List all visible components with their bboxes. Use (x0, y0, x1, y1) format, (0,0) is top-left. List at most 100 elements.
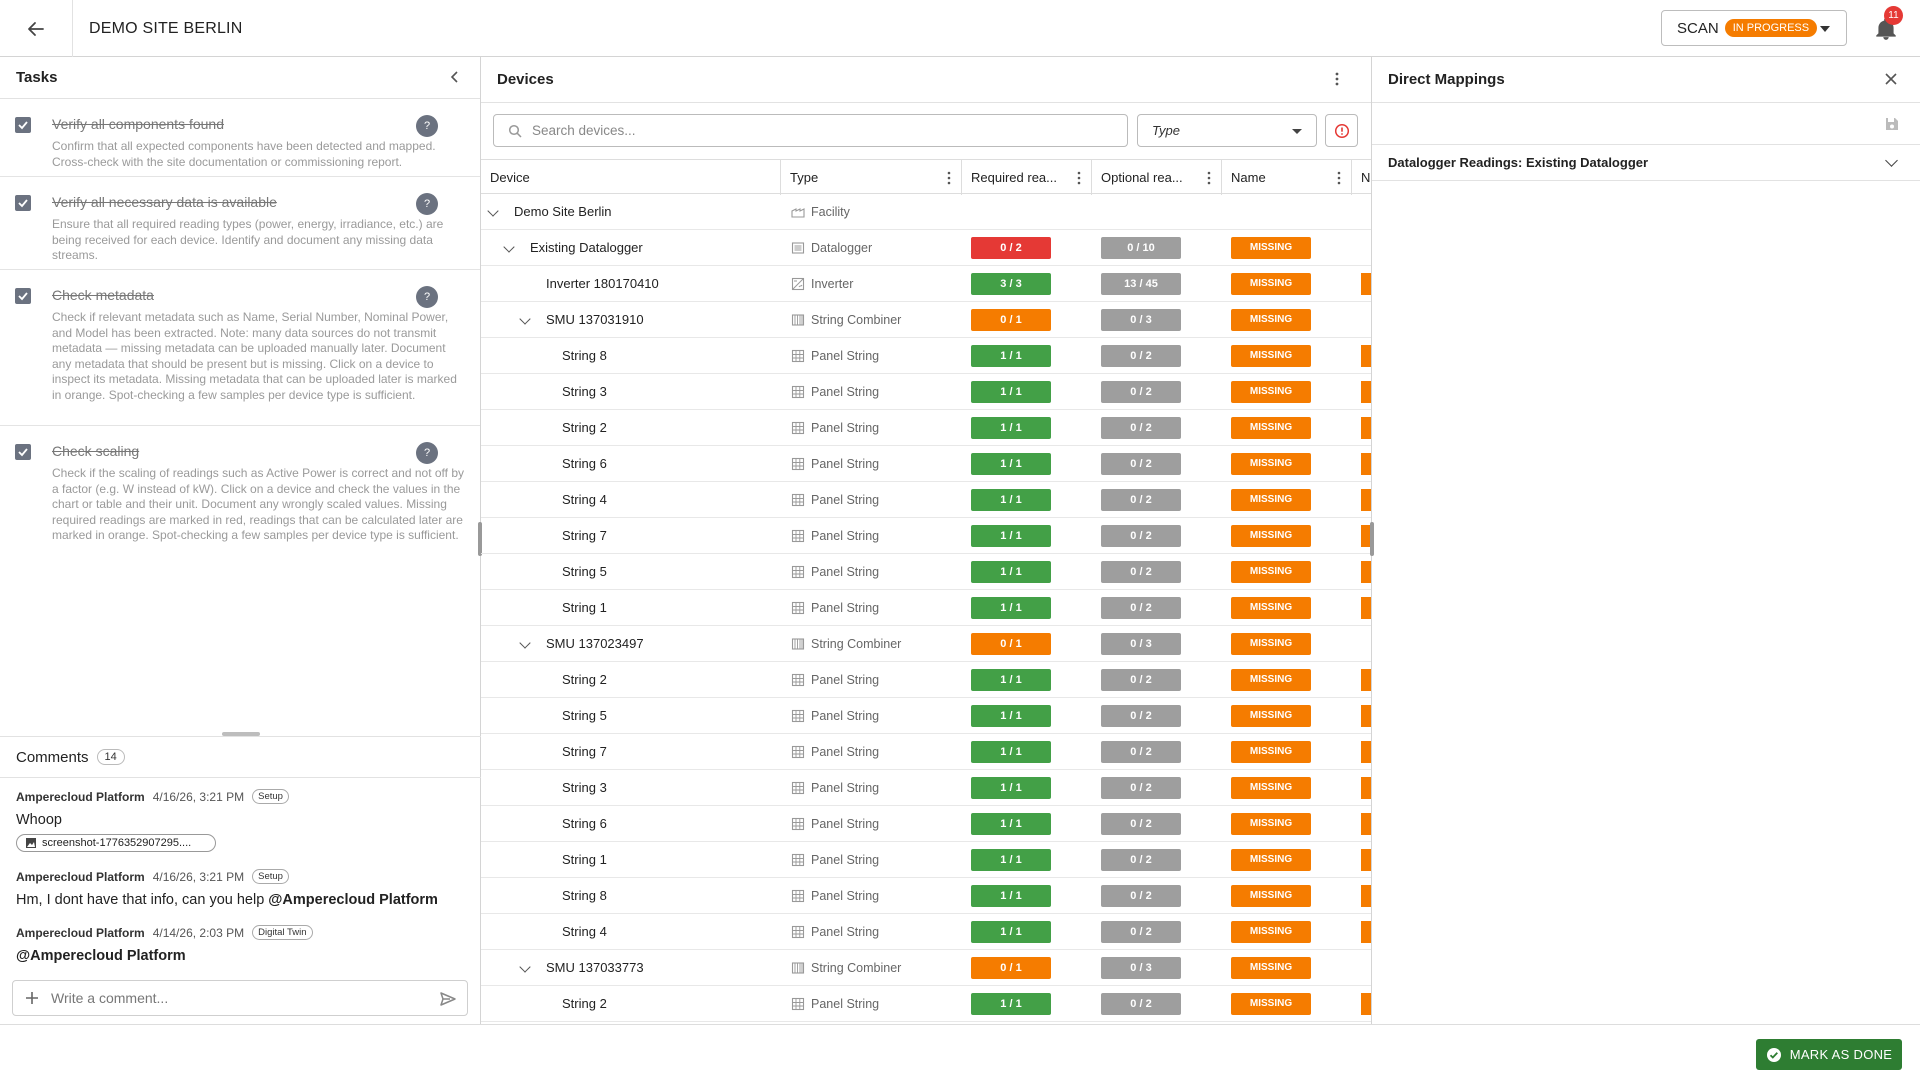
filter-row: Type (481, 104, 1371, 159)
warning-filter-button[interactable] (1325, 114, 1358, 147)
optional-readings-badge: 0 / 2 (1101, 921, 1181, 943)
help-icon[interactable]: ? (416, 115, 438, 137)
device-type: Facility (791, 194, 850, 230)
table-row[interactable]: String 2 Panel String 1 / 1 0 / 2 MISSING (481, 986, 1371, 1022)
chevron-down-icon[interactable] (519, 313, 531, 325)
more-vertical-icon[interactable] (1203, 161, 1215, 195)
chevron-down-icon[interactable] (503, 241, 515, 253)
datalogger-readings-accordion[interactable]: Datalogger Readings: Existing Datalogger (1372, 145, 1920, 181)
name-status-badge: MISSING (1231, 381, 1311, 403)
search-input[interactable] (532, 123, 1092, 138)
optional-readings-badge: 0 / 2 (1101, 669, 1181, 691)
table-row[interactable]: String 1 Panel String 1 / 1 0 / 2 MISSING (481, 842, 1371, 878)
name-status-badge: MISSING (1231, 705, 1311, 727)
table-row[interactable]: Existing Datalogger Datalogger 0 / 2 0 / 10… (481, 230, 1371, 266)
more-vertical-icon[interactable] (1329, 71, 1345, 87)
device-name: String 4 (562, 492, 607, 507)
attachment-chip[interactable]: screenshot-1776352907295.... (16, 834, 216, 852)
panel-string-icon (791, 709, 805, 723)
comment-mention[interactable]: @Amperecloud Platform (268, 892, 438, 908)
name-status-badge: MISSING (1231, 633, 1311, 655)
table-row[interactable]: SMU 137023497 String Combiner 0 / 1 0 / 3 MI… (481, 626, 1371, 662)
table-row[interactable]: String 7 Panel String 1 / 1 0 / 2 MISSING (481, 518, 1371, 554)
send-icon[interactable] (439, 990, 457, 1008)
mappings-toolbar (1372, 103, 1920, 145)
more-vertical-icon[interactable] (943, 161, 955, 195)
help-icon[interactable]: ? (416, 286, 438, 308)
task-checkbox[interactable] (15, 288, 31, 304)
device-type: Panel String (791, 806, 879, 842)
comment-date: 4/16/26, 3:21 PM (152, 789, 245, 804)
table-row[interactable]: String 4 Panel String 1 / 1 0 / 2 MISSING (481, 914, 1371, 950)
resize-handle[interactable] (222, 732, 260, 736)
task-checkbox[interactable] (15, 117, 31, 133)
name-status-badge: MISSING (1231, 849, 1311, 871)
column-header-required[interactable]: Required rea... (962, 160, 1092, 195)
more-vertical-icon[interactable] (1073, 161, 1085, 195)
table-row[interactable]: String 6 Panel String 1 / 1 0 / 2 MISSING (481, 806, 1371, 842)
column-header-name[interactable]: Name (1222, 160, 1352, 195)
device-name: String 2 (562, 672, 607, 687)
device-name: Demo Site Berlin (514, 204, 612, 219)
table-row[interactable]: String 5 Panel String 1 / 1 0 / 2 MISSING (481, 554, 1371, 590)
device-type: Panel String (791, 878, 879, 914)
close-icon[interactable] (1884, 72, 1898, 86)
next-column-status-badge (1361, 561, 1371, 583)
table-row[interactable]: SMU 137033773 String Combiner 0 / 1 0 / 3 MI… (481, 950, 1371, 986)
table-row[interactable]: Demo Site Berlin Facility (481, 194, 1371, 230)
comments-count-badge: 14 (96, 749, 125, 765)
column-header-device[interactable]: Device (481, 160, 781, 195)
task-checkbox[interactable] (15, 195, 31, 211)
next-column-status-badge (1361, 273, 1371, 295)
type-filter-select[interactable]: Type (1137, 114, 1317, 147)
column-header-optional[interactable]: Optional rea... (1092, 160, 1222, 195)
task-title: Check scaling (52, 443, 140, 459)
panel-resize-handle-left[interactable] (478, 522, 482, 556)
chevron-left-icon[interactable] (448, 70, 462, 84)
comment-input[interactable] (51, 990, 421, 1006)
table-row[interactable]: String 1 Panel String 1 / 1 0 / 2 MISSING (481, 590, 1371, 626)
table-row[interactable]: String 8 Panel String 1 / 1 0 / 2 MISSING (481, 338, 1371, 374)
task-description: Check if the scaling of readings such as… (52, 466, 464, 543)
device-name: String 6 (562, 816, 607, 831)
required-readings-badge: 1 / 1 (971, 777, 1051, 799)
table-row[interactable]: String 2 Panel String 1 / 1 0 / 2 MISSING (481, 410, 1371, 446)
back-button[interactable] (0, 0, 73, 57)
device-name: String 4 (562, 924, 607, 939)
table-row[interactable]: SMU 137031910 String Combiner 0 / 1 0 / 3 MI… (481, 302, 1371, 338)
comment-mention[interactable]: @Amperecloud Platform (16, 948, 186, 964)
help-icon[interactable]: ? (416, 442, 438, 464)
device-name: String 2 (562, 420, 607, 435)
table-row[interactable]: Inverter 180170410 Inverter 3 / 3 13 / 45 MI… (481, 266, 1371, 302)
table-row[interactable]: String 3 Panel String 1 / 1 0 / 2 MISSING (481, 374, 1371, 410)
chevron-down-icon[interactable] (487, 205, 499, 217)
panel-resize-handle-right[interactable] (1370, 522, 1374, 556)
chevron-down-icon[interactable] (519, 637, 531, 649)
panel-string-icon (791, 529, 805, 543)
column-header-type[interactable]: Type (781, 160, 962, 195)
device-name: SMU 137033773 (546, 960, 644, 975)
panel-string-icon (791, 385, 805, 399)
required-readings-badge: 1 / 1 (971, 705, 1051, 727)
mark-as-done-button[interactable]: MARK AS DONE (1756, 1039, 1902, 1070)
help-icon[interactable]: ? (416, 193, 438, 215)
table-row[interactable]: String 4 Panel String 1 / 1 0 / 2 MISSING (481, 482, 1371, 518)
plus-icon[interactable] (25, 991, 39, 1005)
column-header-next[interactable]: N (1352, 160, 1371, 195)
scan-status-dropdown[interactable]: SCAN IN PROGRESS (1661, 10, 1847, 46)
more-vertical-icon[interactable] (1333, 161, 1345, 195)
device-name: SMU 137031910 (546, 312, 644, 327)
optional-readings-badge: 0 / 2 (1101, 813, 1181, 835)
chevron-down-icon[interactable] (519, 961, 531, 973)
required-readings-badge: 0 / 1 (971, 633, 1051, 655)
optional-readings-badge: 0 / 2 (1101, 345, 1181, 367)
table-row[interactable]: String 3 Panel String 1 / 1 0 / 2 MISSING (481, 770, 1371, 806)
optional-readings-badge: 0 / 2 (1101, 849, 1181, 871)
table-row[interactable]: String 2 Panel String 1 / 1 0 / 2 MISSING (481, 662, 1371, 698)
table-row[interactable]: String 5 Panel String 1 / 1 0 / 2 MISSING (481, 698, 1371, 734)
task-checkbox[interactable] (15, 444, 31, 460)
save-icon[interactable] (1884, 116, 1900, 132)
table-row[interactable]: String 8 Panel String 1 / 1 0 / 2 MISSING (481, 878, 1371, 914)
table-row[interactable]: String 6 Panel String 1 / 1 0 / 2 MISSING (481, 446, 1371, 482)
table-row[interactable]: String 7 Panel String 1 / 1 0 / 2 MISSING (481, 734, 1371, 770)
